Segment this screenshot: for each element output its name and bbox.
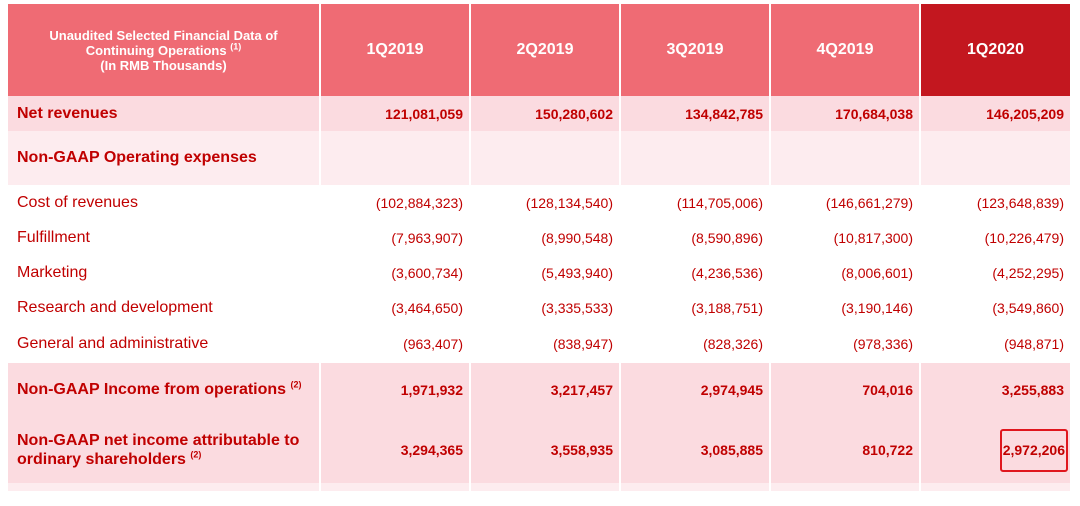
cell-value: (3,188,751) [619, 290, 770, 325]
cell-value: 2,974,945 [619, 363, 770, 417]
row-label: Research and development [8, 290, 320, 325]
cell-value: (828,326) [619, 325, 770, 363]
footer-cell [469, 483, 620, 491]
cell-value [619, 131, 770, 185]
cell-value: (3,335,533) [469, 290, 620, 325]
cell-value: 3,558,935 [469, 417, 620, 483]
header-label-cell: Unaudited Selected Financial Data of Con… [8, 4, 320, 96]
footer-cell [919, 483, 1070, 491]
cell-value: (146,661,279) [769, 185, 920, 220]
row-label-line1: Non-GAAP net income attributable to [17, 432, 300, 449]
header-title-line1: Unaudited Selected Financial Data of [49, 27, 278, 43]
financial-data-table: Unaudited Selected Financial Data of Con… [8, 4, 1070, 491]
row-label: Fulfillment [8, 220, 320, 255]
row-label: Non-GAAP Operating expenses [8, 131, 320, 185]
cell-value: (5,493,940) [469, 255, 620, 290]
header-title-line2: Continuing Operations [85, 42, 227, 58]
cell-value: (3,600,734) [319, 255, 470, 290]
cell-value: 170,684,038 [769, 96, 920, 131]
cell-value: 810,722 [769, 417, 920, 483]
cell-value: 704,016 [769, 363, 920, 417]
cell-value: 1,971,932 [319, 363, 470, 417]
cell-value: (128,134,540) [469, 185, 620, 220]
cell-value: (8,590,896) [619, 220, 770, 255]
row-fulfillment: Fulfillment (7,963,907) (8,990,548) (8,5… [8, 220, 1070, 255]
row-footnote: (2) [190, 449, 202, 460]
cell-value: (10,817,300) [769, 220, 920, 255]
cell-value: (102,884,323) [319, 185, 470, 220]
cell-value: (8,006,601) [769, 255, 920, 290]
cell-value: (963,407) [319, 325, 470, 363]
row-non-gaap-income-from-operations: Non-GAAP Income from operations (2) 1,97… [8, 363, 1070, 417]
cell-value: (3,190,146) [769, 290, 920, 325]
header-footnote-1: (1) [230, 41, 242, 52]
table-header-row: Unaudited Selected Financial Data of Con… [8, 4, 1070, 96]
financial-table-container: Unaudited Selected Financial Data of Con… [8, 4, 1070, 491]
footer-cell [769, 483, 920, 491]
column-header-1q2020: 1Q2020 [919, 4, 1070, 96]
column-header-1q2019: 1Q2019 [319, 4, 470, 96]
row-non-gaap-operating-expenses: Non-GAAP Operating expenses [8, 131, 1070, 185]
footer-cell [8, 483, 320, 491]
cell-value: (10,226,479) [919, 220, 1070, 255]
cell-value: 134,842,785 [619, 96, 770, 131]
cell-value [319, 131, 470, 185]
column-header-3q2019: 3Q2019 [619, 4, 770, 96]
row-label: Cost of revenues [8, 185, 320, 220]
cell-value: (123,648,839) [919, 185, 1070, 220]
cell-value: 121,081,059 [319, 96, 470, 131]
cell-value: 3,255,883 [919, 363, 1070, 417]
row-label: Non-GAAP net income attributable to ordin… [8, 417, 320, 483]
cell-value [469, 131, 620, 185]
footer-cell [319, 483, 470, 491]
cell-value: 150,280,602 [469, 96, 620, 131]
footer-cell [619, 483, 770, 491]
row-label: Net revenues [8, 96, 320, 131]
cell-value: 146,205,209 [919, 96, 1070, 131]
column-header-4q2019: 4Q2019 [769, 4, 920, 96]
row-label: General and administrative [8, 325, 320, 363]
cell-value: (8,990,548) [469, 220, 620, 255]
row-label: Marketing [8, 255, 320, 290]
row-net-revenues: Net revenues 121,081,059 150,280,602 134… [8, 96, 1070, 131]
row-marketing: Marketing (3,600,734) (5,493,940) (4,236… [8, 255, 1070, 290]
cell-value: (838,947) [469, 325, 620, 363]
cell-value: 2,972,206 [919, 417, 1070, 483]
table-footer-strip [8, 483, 1070, 491]
header-units: (In RMB Thousands) [100, 57, 227, 73]
cell-value [919, 131, 1070, 185]
cell-value: 3,085,885 [619, 417, 770, 483]
cell-value: 3,217,457 [469, 363, 620, 417]
row-cost-of-revenues: Cost of revenues (102,884,323) (128,134,… [8, 185, 1070, 220]
cell-value: (978,336) [769, 325, 920, 363]
cell-value: (4,252,295) [919, 255, 1070, 290]
cell-value: (114,705,006) [619, 185, 770, 220]
row-non-gaap-net-income: Non-GAAP net income attributable to ordin… [8, 417, 1070, 483]
column-header-2q2019: 2Q2019 [469, 4, 620, 96]
cell-value: (4,236,536) [619, 255, 770, 290]
cell-value: (3,464,650) [319, 290, 470, 325]
cell-value: (7,963,907) [319, 220, 470, 255]
cell-value: (948,871) [919, 325, 1070, 363]
row-footnote: (2) [290, 379, 302, 390]
highlighted-value-box: 2,972,206 [999, 428, 1068, 472]
cell-value: (3,549,860) [919, 290, 1070, 325]
row-label-text: Non-GAAP Income from operations [17, 381, 287, 398]
cell-value [769, 131, 920, 185]
row-general-and-administrative: General and administrative (963,407) (83… [8, 325, 1070, 363]
row-research-and-development: Research and development (3,464,650) (3,… [8, 290, 1070, 325]
row-label-line2: ordinary shareholders [17, 451, 186, 468]
row-label: Non-GAAP Income from operations (2) [8, 363, 320, 417]
cell-value: 3,294,365 [319, 417, 470, 483]
